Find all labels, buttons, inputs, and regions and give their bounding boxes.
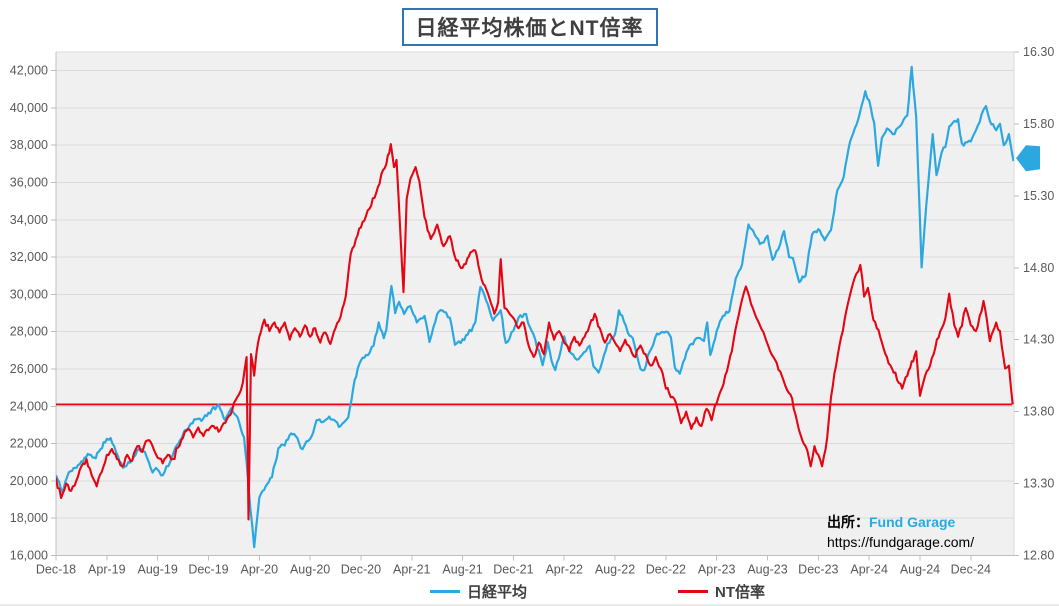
nikkei-series-line [56,65,1014,549]
svg-text:22,000: 22,000 [10,437,48,451]
svg-text:12.80: 12.80 [1023,549,1054,563]
svg-text:Aug-20: Aug-20 [290,563,330,577]
legend-item-nt: NT倍率 [678,581,765,601]
nt-line-swatch-icon [678,589,708,593]
x-axis-labels: Dec-18 Apr-19 Aug-19 Dec-19 Apr-20 Aug-20 Dec-… [36,563,991,577]
svg-text:Dec-22: Dec-22 [646,563,686,577]
svg-text:Dec-20: Dec-20 [341,563,381,577]
y-axis-right-labels: 12.80 13.30 13.80 14.30 14.80 15.30 15.80 16.30 [1023,45,1054,563]
svg-text:40,000: 40,000 [10,101,48,115]
latest-value-arrow-icon [1016,145,1040,172]
svg-text:32,000: 32,000 [10,250,48,264]
svg-text:Aug-23: Aug-23 [747,563,787,577]
gridlines [56,51,1015,556]
svg-text:Aug-21: Aug-21 [442,563,482,577]
plot-area [56,52,1014,556]
svg-text:20,000: 20,000 [10,474,48,488]
svg-text:38,000: 38,000 [10,138,48,152]
svg-text:13.80: 13.80 [1023,405,1054,419]
svg-text:34,000: 34,000 [10,213,48,227]
svg-text:18,000: 18,000 [10,511,48,525]
svg-text:36,000: 36,000 [10,176,48,190]
series-lines [56,65,1014,549]
nikkei-line-swatch-icon [430,589,460,593]
legend-label-nt: NT倍率 [715,583,765,601]
legend-item-nikkei: 日経平均 [430,581,527,601]
svg-text:15.80: 15.80 [1023,117,1054,131]
svg-text:Dec-19: Dec-19 [188,563,228,577]
source-brand: Fund Garage [869,514,956,530]
legend-label-nikkei: 日経平均 [467,583,528,601]
svg-text:13.30: 13.30 [1023,477,1054,491]
svg-text:Aug-22: Aug-22 [595,563,635,577]
svg-text:28,000: 28,000 [10,325,48,339]
svg-text:42,000: 42,000 [10,64,48,78]
svg-text:Aug-24: Aug-24 [900,563,940,577]
y-axis-left-labels: 16,000 18,000 20,000 22,000 24,000 26,000 28,0… [10,64,48,563]
svg-text:Dec-24: Dec-24 [951,563,991,577]
svg-text:Dec-23: Dec-23 [798,563,838,577]
source-annotation: 出所：Fund Garage https://fundgarage.com/ [827,512,974,553]
svg-text:15.30: 15.30 [1023,189,1054,203]
page-title: 日経平均株価とNT倍率 [401,8,658,46]
svg-text:Apr-24: Apr-24 [850,563,888,577]
source-url: https://fundgarage.com/ [827,534,975,551]
svg-text:Dec-18: Dec-18 [36,563,76,577]
source-line: 出所：Fund Garage [827,512,974,532]
bottom-divider [0,604,1059,606]
svg-text:Apr-19: Apr-19 [88,563,126,577]
svg-text:Dec-21: Dec-21 [493,563,533,577]
source-prefix: 出所： [827,514,869,530]
svg-text:Apr-22: Apr-22 [545,563,583,577]
svg-text:Apr-23: Apr-23 [698,563,736,577]
axes [51,51,1019,561]
svg-text:30,000: 30,000 [10,287,48,301]
svg-text:Aug-19: Aug-19 [137,563,177,577]
svg-text:26,000: 26,000 [10,362,48,376]
nt-ratio-series-line [56,143,1014,521]
svg-text:Apr-21: Apr-21 [393,563,431,577]
svg-text:14.80: 14.80 [1023,261,1054,275]
svg-text:16.30: 16.30 [1023,45,1054,59]
svg-text:14.30: 14.30 [1023,333,1054,347]
svg-text:Apr-20: Apr-20 [241,563,279,577]
svg-text:16,000: 16,000 [10,549,48,563]
svg-text:24,000: 24,000 [10,399,48,413]
